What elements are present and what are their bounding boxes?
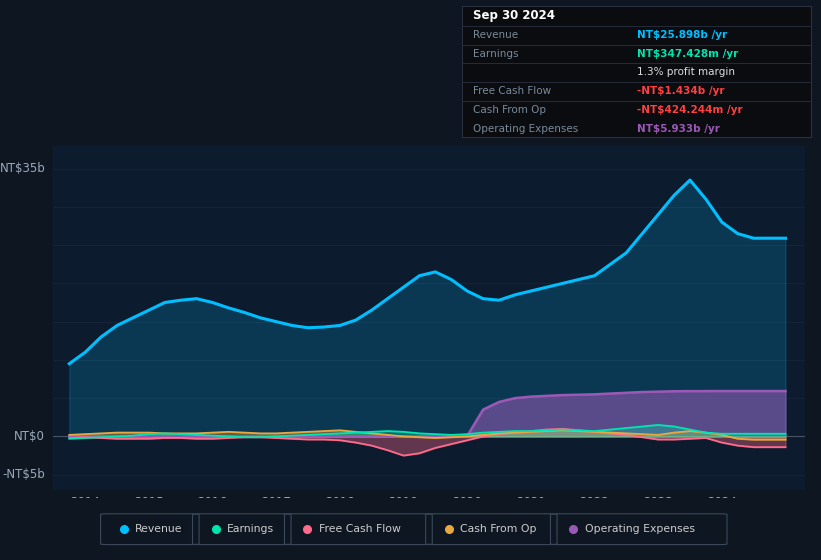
Text: NT$347.428m /yr: NT$347.428m /yr: [637, 49, 738, 59]
Text: Cash From Op: Cash From Op: [460, 524, 537, 534]
Text: NT$25.898b /yr: NT$25.898b /yr: [637, 30, 727, 40]
Text: -NT$1.434b /yr: -NT$1.434b /yr: [637, 86, 724, 96]
Text: NT$0: NT$0: [14, 430, 45, 443]
Text: Cash From Op: Cash From Op: [473, 105, 546, 115]
Text: Revenue: Revenue: [135, 524, 182, 534]
Text: Earnings: Earnings: [227, 524, 274, 534]
Text: Operating Expenses: Operating Expenses: [585, 524, 695, 534]
Text: -NT$424.244m /yr: -NT$424.244m /yr: [637, 105, 742, 115]
Text: Free Cash Flow: Free Cash Flow: [473, 86, 551, 96]
Text: 1.3% profit margin: 1.3% profit margin: [637, 67, 735, 77]
Text: -NT$5b: -NT$5b: [2, 468, 45, 481]
Text: Revenue: Revenue: [473, 30, 518, 40]
Text: Operating Expenses: Operating Expenses: [473, 124, 578, 134]
Text: Sep 30 2024: Sep 30 2024: [473, 9, 555, 22]
Text: Earnings: Earnings: [473, 49, 518, 59]
Text: Free Cash Flow: Free Cash Flow: [319, 524, 401, 534]
Text: NT$35b: NT$35b: [0, 162, 45, 175]
Text: NT$5.933b /yr: NT$5.933b /yr: [637, 124, 719, 134]
